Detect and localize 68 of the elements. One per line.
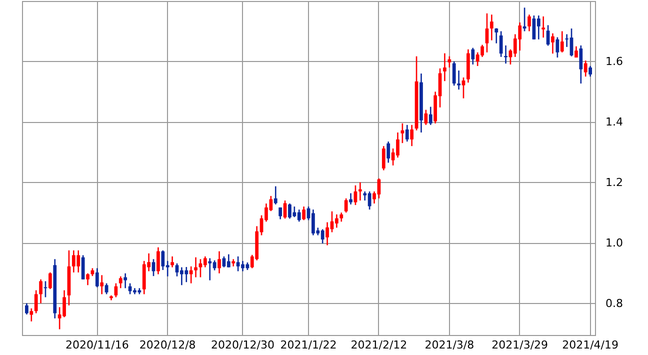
y-tick-label: 0.8 (606, 296, 623, 310)
x-tick-label: 2021/1/22 (280, 338, 337, 352)
x-tick-label: 2020/11/16 (65, 338, 129, 352)
candlestick (30, 308, 34, 322)
candlestick (471, 47, 475, 66)
x-tick-label: 2020/12/30 (211, 338, 274, 352)
candlestick (490, 14, 494, 41)
candlestick (86, 272, 90, 286)
candlestick (95, 268, 99, 288)
candlestick (340, 212, 344, 222)
candlestick (448, 56, 452, 68)
candlestick (428, 106, 432, 126)
candlestick (114, 282, 118, 298)
candlestick (124, 272, 128, 289)
candlestick (494, 28, 498, 44)
candlestick (579, 44, 583, 84)
x-tick-label: 2021/3/29 (492, 338, 548, 352)
x-tick-label: 2021/2/12 (350, 338, 408, 352)
candlestick (302, 206, 306, 221)
candlestick (386, 140, 390, 164)
candlestick (189, 266, 193, 284)
y-tick-label: 1.2 (606, 176, 623, 189)
candlestick (170, 256, 174, 268)
candlestick (218, 250, 221, 274)
candlestick (100, 274, 104, 295)
candlestick (358, 182, 362, 202)
y-tick-label: 1.6 (606, 54, 623, 68)
candlestick (452, 60, 456, 86)
candlestick (560, 30, 564, 54)
candlestick (551, 32, 554, 54)
candlestick (443, 52, 446, 82)
candlestick (528, 14, 531, 32)
x-tick-label: 2021/4/19 (562, 338, 619, 352)
candlestick (334, 214, 338, 228)
candlestick (462, 76, 466, 99)
candlestick (499, 30, 503, 58)
candlestick (44, 280, 48, 298)
candlestick (118, 276, 122, 289)
candlestick (410, 124, 414, 147)
candlestick (400, 122, 404, 144)
candlestick (274, 186, 278, 206)
candlestick (283, 200, 287, 220)
candlestick (203, 256, 207, 268)
y-tick-label: 1.0 (606, 236, 623, 250)
y-tick-label: 1.4 (606, 115, 623, 128)
candlestick (156, 246, 160, 275)
candlestick (34, 290, 38, 314)
candlestick (25, 302, 28, 316)
candlestick (226, 254, 230, 268)
candlestick (39, 278, 42, 304)
x-tick-label: 2021/3/8 (424, 338, 474, 352)
candlestick (457, 70, 460, 90)
candlestick (588, 65, 592, 78)
candlestick (405, 124, 409, 142)
candlestick (536, 14, 540, 40)
candlestick (194, 256, 198, 278)
candlestick (584, 60, 588, 78)
candlestick (556, 36, 560, 58)
candlestick (349, 192, 352, 206)
candlestick (104, 282, 108, 295)
candlestick (485, 12, 489, 54)
candlestick (48, 272, 52, 290)
candlestick (354, 184, 358, 206)
candlestick (424, 109, 428, 126)
candlestick (344, 198, 348, 214)
candlestick (382, 145, 386, 171)
x-tick-label: 2020/12/8 (139, 338, 196, 352)
candlestick (542, 16, 546, 38)
